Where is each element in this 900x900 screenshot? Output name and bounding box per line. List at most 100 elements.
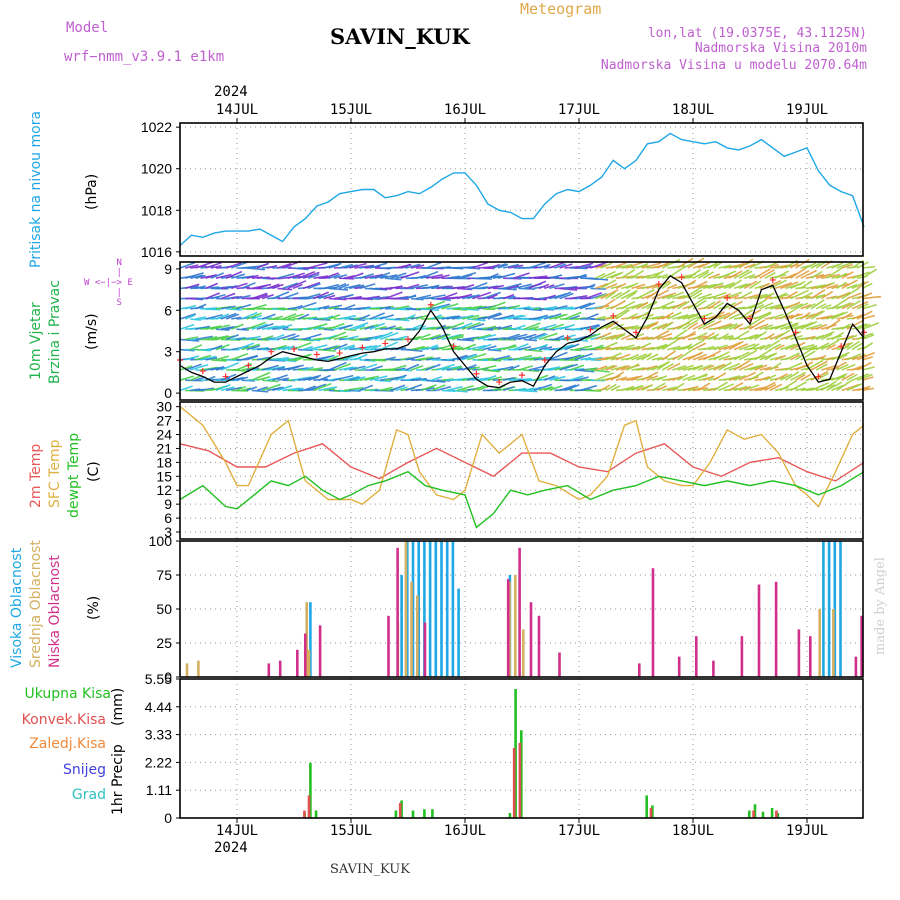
wind-barb	[851, 323, 868, 330]
bar-niska-oblacnost	[712, 660, 715, 677]
wind-barb	[487, 293, 498, 300]
wind-gust-marker	[701, 315, 708, 322]
wind-barb	[564, 343, 580, 351]
wind-barb	[749, 293, 768, 300]
wind-gust-marker	[405, 336, 411, 343]
wind-barb	[841, 302, 854, 310]
wind-barb	[851, 364, 864, 371]
wind-barb	[497, 263, 509, 269]
wind-barb	[805, 302, 816, 310]
wind-barb	[754, 303, 765, 310]
wind-barb	[410, 284, 428, 290]
wind-barb	[359, 363, 378, 371]
wind-barb	[708, 292, 727, 300]
wind-barb	[307, 383, 327, 392]
wind-barb	[810, 270, 823, 279]
wind-barb	[831, 311, 849, 320]
wind-barb	[795, 343, 815, 351]
bar-visoka-oblacnost	[423, 541, 426, 677]
wind-barb	[743, 280, 758, 290]
wind-barb	[425, 333, 441, 341]
wind-barb	[661, 350, 677, 361]
wind-barb	[759, 343, 771, 351]
wind-barb	[446, 322, 465, 330]
wind-barb	[318, 354, 335, 361]
wind-barb	[379, 305, 391, 310]
wind-barb	[267, 325, 286, 330]
wind-barb	[605, 291, 616, 300]
wind-barb	[764, 339, 781, 351]
wind-barb	[723, 309, 739, 320]
wind-barb	[410, 264, 425, 269]
wind-barb	[774, 270, 790, 279]
wind-barb	[846, 292, 862, 300]
wind-barb	[251, 371, 271, 381]
wind-barb	[620, 289, 638, 300]
wind-barb	[574, 273, 587, 279]
wind-barb	[189, 375, 202, 381]
wind-barb	[559, 363, 578, 371]
panel-frame	[179, 678, 864, 819]
bar-visoka-oblacnost	[822, 541, 825, 677]
wind-barb	[349, 262, 367, 269]
wind-barb	[231, 316, 242, 320]
wind-barb	[436, 305, 447, 310]
wind-barb	[677, 318, 694, 330]
wind-barb	[323, 304, 343, 310]
wind-barb	[282, 308, 298, 311]
wind-barb	[497, 324, 513, 330]
wind-barb	[410, 345, 425, 351]
wind-barb	[467, 352, 487, 361]
wind-barb	[231, 369, 250, 372]
wind-barb	[225, 313, 240, 320]
wind-barb	[215, 384, 231, 392]
wind-barb	[487, 376, 503, 381]
wind-barb	[405, 348, 423, 353]
y-tick-label: 25	[156, 635, 172, 651]
wind-barb	[328, 355, 339, 361]
wind-barb	[184, 304, 197, 310]
bar-srednja-oblacnost	[197, 660, 200, 677]
credit-label: made by Angel	[873, 557, 888, 655]
wind-barb	[831, 351, 850, 361]
wind-barb	[236, 316, 257, 320]
wind-barb	[205, 375, 216, 381]
wind-barb	[328, 345, 341, 351]
wind-barb	[328, 306, 340, 310]
wind-barb	[272, 283, 284, 290]
wind-barb	[625, 353, 639, 361]
wind-barb	[836, 302, 852, 310]
wind-barb	[425, 363, 441, 371]
wind-barb	[836, 379, 853, 392]
wind-barb	[302, 385, 317, 392]
wind-barb	[179, 312, 197, 320]
wind-barb	[595, 272, 606, 279]
wind-barb	[528, 275, 548, 279]
wind-barb	[733, 351, 750, 361]
wind-barb	[692, 353, 707, 361]
bar-srednja-oblacnost	[305, 602, 308, 677]
wind-barb	[503, 263, 520, 269]
wind-barb	[800, 311, 811, 320]
wind-barb	[533, 343, 549, 351]
wind-barb	[728, 312, 743, 320]
wind-barb	[420, 384, 437, 392]
wind-barb	[200, 387, 215, 392]
wind-barb	[333, 283, 347, 290]
bar-niska-oblacnost	[267, 663, 271, 677]
wind-barb	[390, 384, 406, 392]
wind-barb	[795, 361, 814, 371]
wind-barb	[236, 385, 247, 392]
wind-barb	[502, 386, 515, 392]
wind-barb	[195, 335, 213, 341]
wind-barb	[682, 279, 697, 290]
bar-ukupna-kisa	[508, 812, 512, 818]
wind-barb	[205, 292, 220, 300]
wind-barb	[708, 333, 720, 341]
wind-barb	[795, 387, 806, 392]
wind-barb	[225, 262, 242, 269]
wind-barb	[656, 385, 668, 392]
bar-srednja-oblacnost	[514, 575, 517, 677]
wind-barb	[728, 270, 743, 279]
